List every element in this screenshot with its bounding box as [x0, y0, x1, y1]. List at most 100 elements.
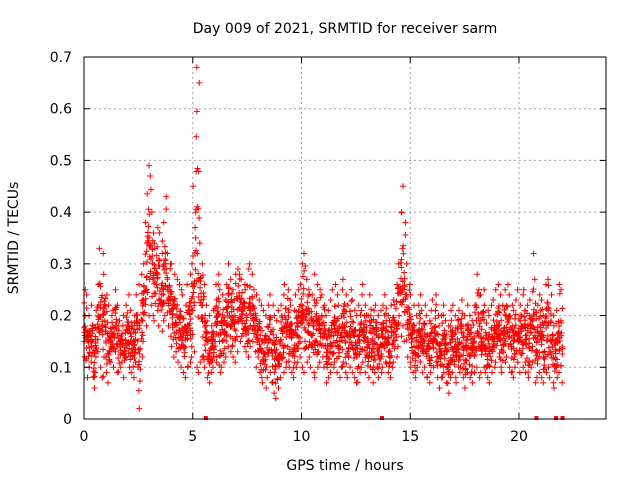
data-point: [534, 360, 541, 367]
data-point: [327, 369, 334, 376]
data-point: [165, 302, 172, 309]
data-point: [265, 324, 272, 331]
data-point: [264, 374, 271, 381]
data-point: [461, 360, 468, 367]
y-tick-label: 0.7: [50, 50, 72, 66]
data-point: [131, 349, 138, 356]
data-point: [278, 302, 285, 309]
data-point: [297, 353, 304, 360]
data-point: [368, 306, 375, 313]
data-point: [292, 348, 299, 355]
data-point: [477, 334, 484, 341]
data-point: [529, 288, 536, 295]
data-point: [315, 348, 322, 355]
data-point: [411, 349, 418, 356]
data-point: [473, 364, 480, 371]
data-point: [161, 299, 168, 306]
data-point: [541, 355, 548, 362]
data-point: [538, 297, 545, 304]
data-point: [100, 373, 107, 380]
data-point: [140, 282, 147, 289]
data-point: [145, 206, 152, 213]
data-point: [472, 309, 479, 316]
data-point: [419, 326, 426, 333]
data-point: [460, 332, 467, 339]
data-point: [503, 353, 510, 360]
data-point: [460, 352, 467, 359]
y-tick-label: 0: [63, 412, 72, 428]
data-point: [533, 347, 540, 354]
data-point: [403, 337, 410, 344]
data-point: [520, 364, 527, 371]
data-point: [257, 369, 264, 376]
data-point: [220, 350, 227, 357]
data-point: [338, 364, 345, 371]
data-point: [415, 302, 422, 309]
data-point: [160, 261, 167, 268]
data-point: [179, 314, 186, 321]
data-point: [272, 349, 279, 356]
data-point: [304, 359, 311, 366]
data-point: [91, 359, 98, 366]
data-point: [278, 355, 285, 362]
data-point: [230, 353, 237, 360]
data-point: [421, 320, 428, 327]
data-point: [141, 309, 148, 316]
data-point: [412, 357, 419, 364]
data-point: [357, 320, 364, 327]
data-point: [272, 363, 279, 370]
data-point: [478, 326, 485, 333]
data-point: [490, 297, 497, 304]
data-point: [316, 359, 323, 366]
data-point: [108, 328, 115, 335]
data-point: [170, 305, 177, 312]
data-point: [495, 305, 502, 312]
data-point: [481, 286, 488, 293]
data-point: [246, 260, 253, 267]
data-point: [221, 345, 228, 352]
data-point: [270, 326, 277, 333]
data-point: [394, 343, 401, 350]
data-point: [193, 133, 200, 140]
data-point: [169, 310, 176, 317]
data-point: [518, 351, 525, 358]
data-point: [274, 375, 281, 382]
data-point: [296, 338, 303, 345]
data-point: [215, 281, 222, 288]
data-point: [531, 332, 538, 339]
data-point: [370, 379, 377, 386]
data-point: [475, 286, 482, 293]
data-point: [396, 288, 403, 295]
data-point: [139, 317, 146, 324]
data-point: [358, 364, 365, 371]
data-point: [443, 331, 450, 338]
data-point: [397, 259, 404, 266]
data-point: [415, 345, 422, 352]
data-point: [545, 344, 552, 351]
data-point: [485, 312, 492, 319]
data-point: [379, 331, 386, 338]
data-point: [215, 271, 222, 278]
data-point: [469, 317, 476, 324]
data-point: [384, 329, 391, 336]
data-point: [110, 364, 117, 371]
data-point: [431, 327, 438, 334]
data-point: [519, 345, 526, 352]
data-point: [455, 307, 462, 314]
data-point: [163, 206, 170, 213]
data-point: [458, 315, 465, 322]
data-point: [310, 330, 317, 337]
data-point: [147, 242, 154, 249]
data-point: [250, 286, 257, 293]
data-point: [542, 318, 549, 325]
data-point: [380, 319, 387, 326]
data-point: [455, 316, 462, 323]
data-point: [482, 329, 489, 336]
data-point: [343, 291, 350, 298]
data-point: [391, 337, 398, 344]
data-point: [258, 302, 265, 309]
data-point: [325, 374, 332, 381]
data-point: [241, 299, 248, 306]
data-point: [516, 369, 523, 376]
data-point: [233, 333, 240, 340]
